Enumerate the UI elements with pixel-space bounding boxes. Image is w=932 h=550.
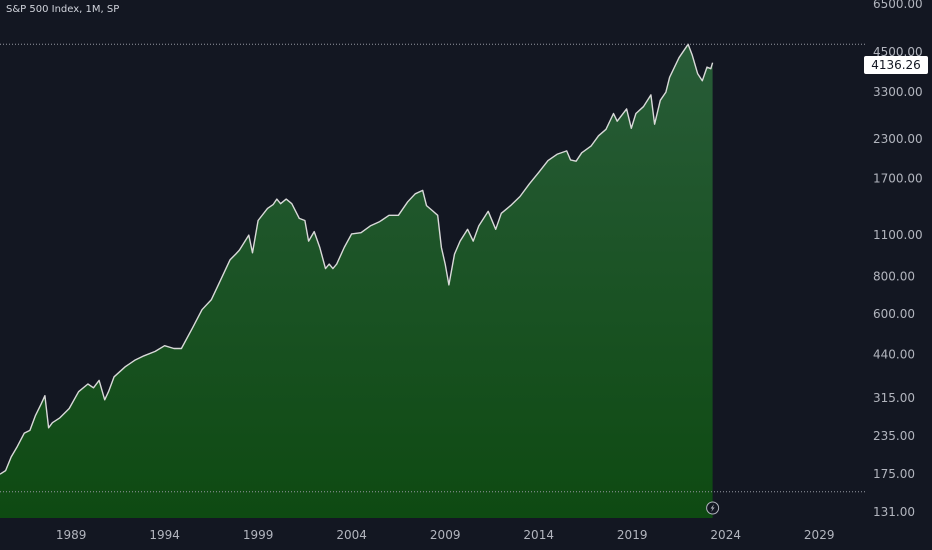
y-tick-label: 4500.00 (873, 45, 923, 59)
y-tick-label: 1100.00 (873, 228, 923, 242)
y-tick-label: 235.00 (873, 429, 915, 443)
y-tick-label: 440.00 (873, 347, 915, 361)
y-tick-label: 131.00 (873, 505, 915, 519)
x-tick-label: 2029 (804, 528, 835, 542)
x-tick-label: 1994 (149, 528, 180, 542)
chart-title: S&P 500 Index, 1M, SP (6, 4, 120, 15)
y-tick-label: 315.00 (873, 391, 915, 405)
y-tick-label: 1700.00 (873, 171, 923, 185)
area-fill (0, 44, 713, 519)
y-tick-label: 175.00 (873, 467, 915, 481)
lightning-bolt-icon[interactable] (706, 501, 720, 515)
y-tick-label: 600.00 (873, 307, 915, 321)
y-tick-label: 6500.00 (873, 0, 923, 11)
x-tick-label: 2024 (710, 528, 741, 542)
price-line (0, 43, 714, 475)
last-price-badge: 4136.26 (864, 56, 928, 74)
y-tick-label: 2300.00 (873, 132, 923, 146)
x-tick-label: 1999 (243, 528, 274, 542)
x-tick-label: 1989 (56, 528, 87, 542)
x-tick-label: 2019 (617, 528, 648, 542)
x-tick-label: 2009 (430, 528, 461, 542)
x-tick-label: 2014 (523, 528, 554, 542)
lightning-bolt-glyph (710, 504, 715, 512)
y-tick-label: 800.00 (873, 270, 915, 284)
x-tick-label: 2004 (336, 528, 367, 542)
y-tick-label: 3300.00 (873, 85, 923, 99)
